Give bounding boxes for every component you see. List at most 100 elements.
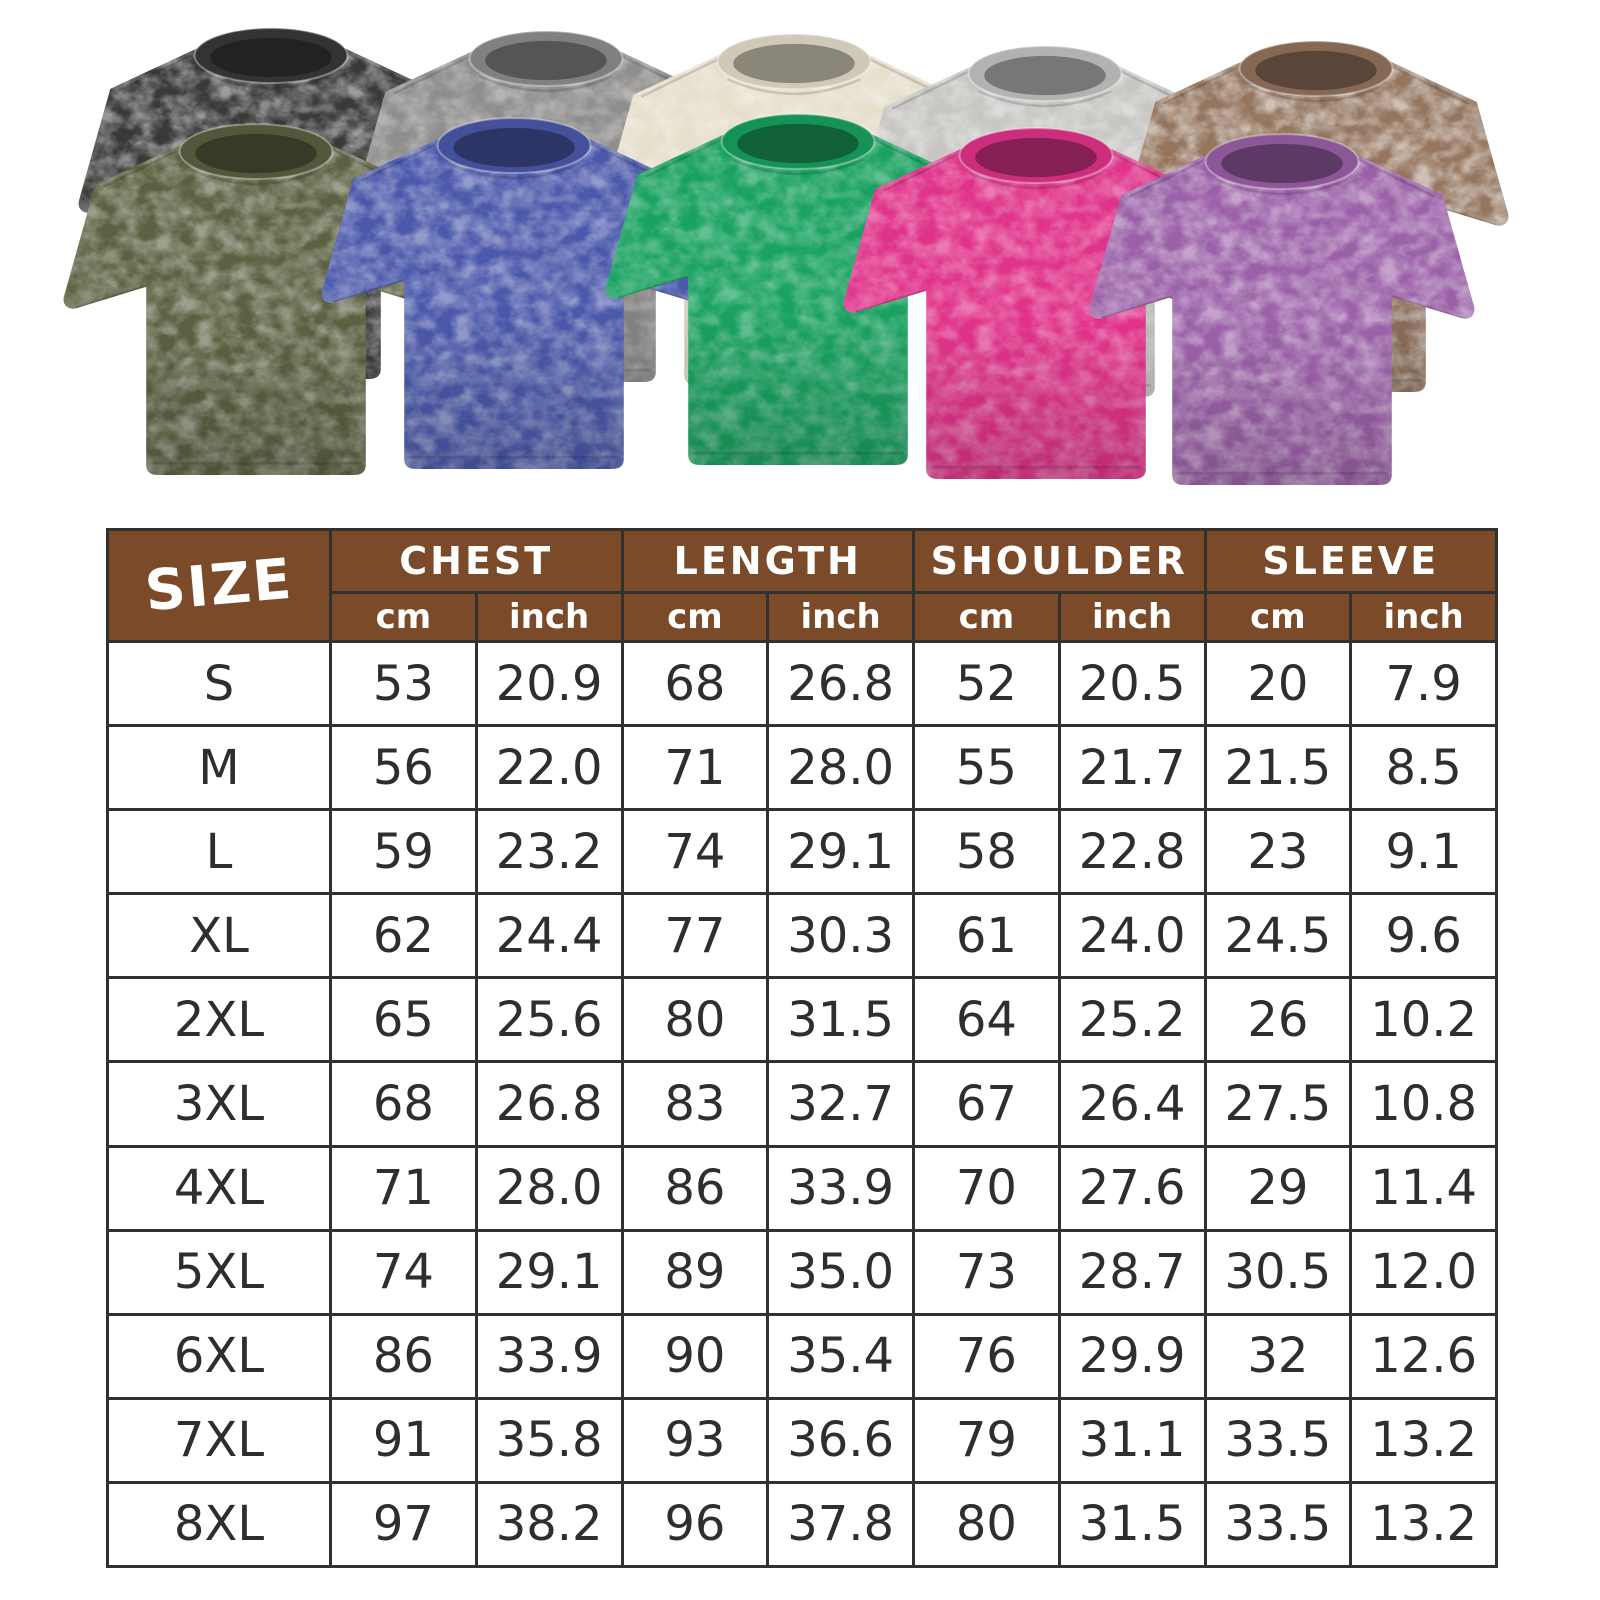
measurement-cell: 96 xyxy=(623,1483,767,1565)
measurement-cell: 58 xyxy=(915,811,1058,893)
measurement-cell: 68 xyxy=(332,1063,475,1145)
measurement-cell: 8.5 xyxy=(1352,727,1495,809)
measurement-cell: 22.8 xyxy=(1060,811,1204,893)
measurement-cell: 35.8 xyxy=(477,1399,621,1481)
size-row-label: L xyxy=(109,811,329,893)
measurement-cell: 22.0 xyxy=(477,727,621,809)
measurement-cell: 33.9 xyxy=(769,1147,912,1229)
measurement-cell: 28.7 xyxy=(1060,1231,1204,1313)
measurement-cell: 10.2 xyxy=(1352,979,1495,1061)
measurement-cell: 25.6 xyxy=(477,979,621,1061)
measurement-cell: 30.3 xyxy=(769,895,912,977)
measurement-cell: 25.2 xyxy=(1060,979,1204,1061)
measurement-cell: 68 xyxy=(623,643,767,725)
measurement-cell: 74 xyxy=(332,1231,475,1313)
measurement-cell: 31.5 xyxy=(769,979,912,1061)
measurement-cell: 20 xyxy=(1206,643,1350,725)
measurement-cell: 37.8 xyxy=(769,1483,912,1565)
measurement-cell: 55 xyxy=(915,727,1058,809)
measurement-cell: 23.2 xyxy=(477,811,621,893)
measurement-cell: 29.1 xyxy=(769,811,912,893)
sleeve-cm-header: cm xyxy=(1206,594,1350,640)
measurement-cell: 70 xyxy=(915,1147,1058,1229)
measurement-cell: 97 xyxy=(332,1483,475,1565)
tshirt-army-green xyxy=(60,118,452,483)
chest-inch-header: inch xyxy=(477,594,621,640)
measurement-cell: 21.5 xyxy=(1206,727,1350,809)
measurement-cell: 31.1 xyxy=(1060,1399,1204,1481)
measurement-cell: 23 xyxy=(1206,811,1350,893)
measurement-cell: 90 xyxy=(623,1315,767,1397)
measurement-cell: 89 xyxy=(623,1231,767,1313)
measurement-cell: 30.5 xyxy=(1206,1231,1350,1313)
measurement-cell: 35.0 xyxy=(769,1231,912,1313)
measurement-cell: 29.9 xyxy=(1060,1315,1204,1397)
measurement-cell: 83 xyxy=(623,1063,767,1145)
measurement-cell: 24.0 xyxy=(1060,895,1204,977)
measurement-cell: 12.6 xyxy=(1352,1315,1495,1397)
measurement-cell: 7.9 xyxy=(1352,643,1495,725)
size-chart-table: SIZE CHEST LENGTH SHOULDER SLEEVE cm inc… xyxy=(106,528,1498,1568)
measurement-cell: 28.0 xyxy=(769,727,912,809)
length-inch-header: inch xyxy=(769,594,912,640)
measurement-cell: 36.6 xyxy=(769,1399,912,1481)
chest-cm-header: cm xyxy=(332,594,475,640)
measurement-cell: 65 xyxy=(332,979,475,1061)
measurement-cell: 9.1 xyxy=(1352,811,1495,893)
measurement-cell: 74 xyxy=(623,811,767,893)
measurement-cell: 53 xyxy=(332,643,475,725)
measurement-cell: 64 xyxy=(915,979,1058,1061)
measurement-cell: 26.4 xyxy=(1060,1063,1204,1145)
measurement-cell: 11.4 xyxy=(1352,1147,1495,1229)
measurement-cell: 26.8 xyxy=(477,1063,621,1145)
measurement-cell: 93 xyxy=(623,1399,767,1481)
size-row-label: 4XL xyxy=(109,1147,329,1229)
length-group-header: LENGTH xyxy=(623,531,912,591)
size-row-label: XL xyxy=(109,895,329,977)
measurement-cell: 27.5 xyxy=(1206,1063,1350,1145)
measurement-cell: 24.5 xyxy=(1206,895,1350,977)
measurement-cell: 29.1 xyxy=(477,1231,621,1313)
measurement-cell: 26.8 xyxy=(769,643,912,725)
measurement-cell: 10.8 xyxy=(1352,1063,1495,1145)
measurement-cell: 67 xyxy=(915,1063,1058,1145)
measurement-cell: 35.4 xyxy=(769,1315,912,1397)
size-row-label: M xyxy=(109,727,329,809)
size-row-label: 5XL xyxy=(109,1231,329,1313)
measurement-cell: 86 xyxy=(332,1315,475,1397)
measurement-cell: 52 xyxy=(915,643,1058,725)
measurement-cell: 79 xyxy=(915,1399,1058,1481)
measurement-cell: 31.5 xyxy=(1060,1483,1204,1565)
measurement-cell: 59 xyxy=(332,811,475,893)
measurement-cell: 20.9 xyxy=(477,643,621,725)
measurement-cell: 80 xyxy=(915,1483,1058,1565)
product-color-gallery xyxy=(0,0,1600,520)
measurement-cell: 24.4 xyxy=(477,895,621,977)
measurement-cell: 12.0 xyxy=(1352,1231,1495,1313)
size-row-label: 8XL xyxy=(109,1483,329,1565)
measurement-cell: 77 xyxy=(623,895,767,977)
measurement-cell: 33.9 xyxy=(477,1315,621,1397)
measurement-cell: 13.2 xyxy=(1352,1483,1495,1565)
measurement-cell: 91 xyxy=(332,1399,475,1481)
tshirt-purple xyxy=(1086,128,1478,493)
measurement-cell: 56 xyxy=(332,727,475,809)
size-row-label: 6XL xyxy=(109,1315,329,1397)
measurement-cell: 71 xyxy=(332,1147,475,1229)
measurement-cell: 20.5 xyxy=(1060,643,1204,725)
size-row-label: 2XL xyxy=(109,979,329,1061)
measurement-cell: 61 xyxy=(915,895,1058,977)
measurement-cell: 38.2 xyxy=(477,1483,621,1565)
size-column-header: SIZE xyxy=(109,531,329,640)
chest-group-header: CHEST xyxy=(332,531,621,591)
sleeve-group-header: SLEEVE xyxy=(1206,531,1495,591)
shoulder-cm-header: cm xyxy=(915,594,1058,640)
measurement-cell: 26 xyxy=(1206,979,1350,1061)
measurement-cell: 32.7 xyxy=(769,1063,912,1145)
measurement-cell: 27.6 xyxy=(1060,1147,1204,1229)
measurement-cell: 71 xyxy=(623,727,767,809)
measurement-cell: 21.7 xyxy=(1060,727,1204,809)
measurement-cell: 29 xyxy=(1206,1147,1350,1229)
measurement-cell: 33.5 xyxy=(1206,1483,1350,1565)
